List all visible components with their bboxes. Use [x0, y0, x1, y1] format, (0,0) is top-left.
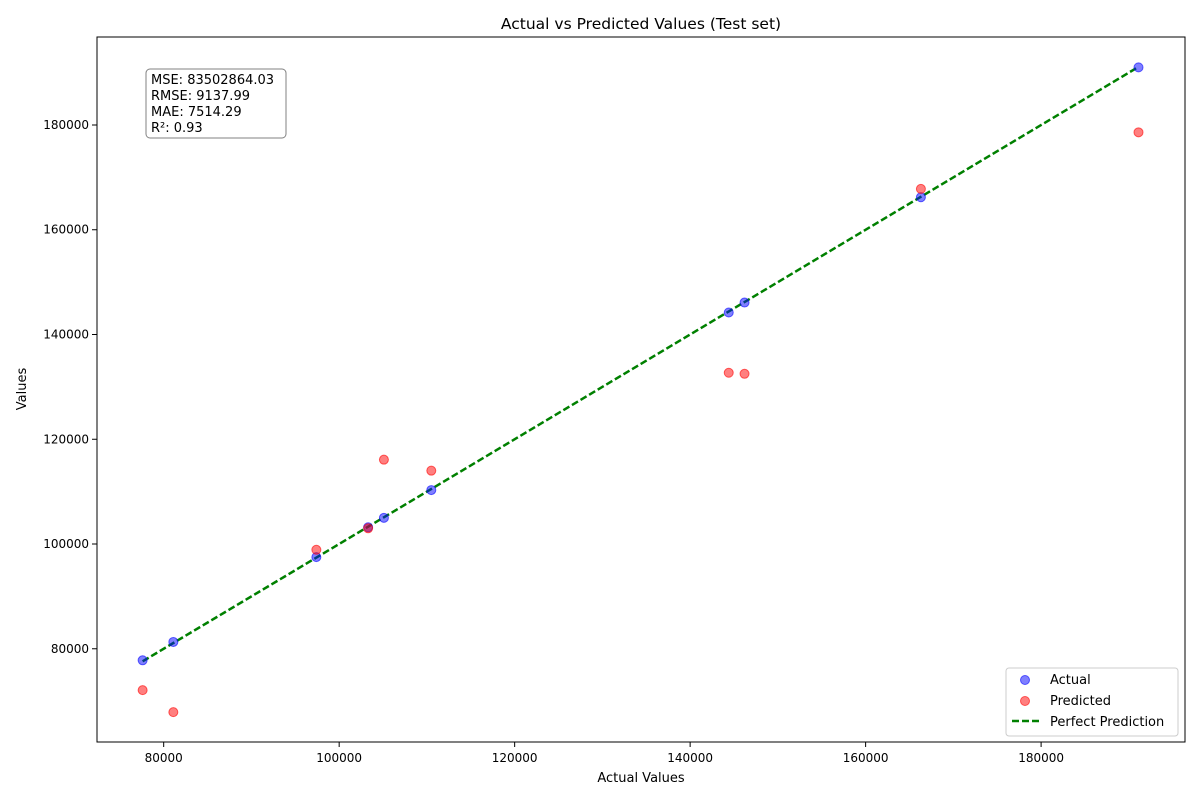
predicted-point — [168, 707, 179, 718]
legend-label-actual: Actual — [1050, 673, 1091, 688]
predicted-point — [915, 183, 926, 194]
legend-label-predicted: Predicted — [1050, 694, 1111, 709]
x-axis-label: Actual Values — [597, 771, 685, 786]
x-tick-label: 120000 — [492, 751, 538, 765]
y-tick-label: 180000 — [43, 118, 89, 132]
legend-marker-actual — [1020, 675, 1030, 685]
actual-point — [137, 655, 148, 666]
actual-point — [168, 636, 179, 647]
metric-r2: R²: 0.93 — [151, 121, 203, 136]
y-tick-label: 80000 — [51, 642, 89, 656]
predicted-point — [137, 685, 148, 696]
x-tick-label: 160000 — [843, 751, 889, 765]
predicted-point — [1133, 127, 1144, 138]
y-axis-label: Values — [15, 368, 30, 411]
y-tick-label: 100000 — [43, 537, 89, 551]
perfect-prediction-line — [141, 65, 1140, 663]
y-tick-label: 160000 — [43, 223, 89, 237]
legend-box — [1005, 667, 1179, 737]
predicted-point — [378, 454, 389, 465]
y-tick-label: 140000 — [43, 328, 89, 342]
predicted-point — [739, 368, 750, 379]
actual-point — [1133, 62, 1144, 73]
predicted-point — [311, 544, 322, 555]
plot-area — [96, 36, 1186, 743]
x-tick-label: 140000 — [667, 751, 713, 765]
actual-point — [739, 297, 750, 308]
predicted-point — [426, 465, 437, 476]
chart-title: Actual vs Predicted Values (Test set) — [501, 15, 781, 33]
legend-label-perfect-prediction: Perfect Prediction — [1050, 715, 1164, 730]
predicted-point — [363, 523, 374, 534]
legend-marker-predicted — [1020, 696, 1030, 706]
x-tick-label: 100000 — [316, 751, 362, 765]
actual-point — [915, 192, 926, 203]
actual-point — [723, 307, 734, 318]
x-tick-label: 80000 — [145, 751, 183, 765]
series-layer — [137, 62, 1144, 718]
y-tick-label: 120000 — [43, 432, 89, 446]
metric-rmse: RMSE: 9137.99 — [151, 89, 250, 104]
metrics-box — [145, 68, 287, 139]
predicted-point — [723, 367, 734, 378]
metric-mae: MAE: 7514.29 — [151, 105, 242, 120]
x-tick-label: 180000 — [1018, 751, 1064, 765]
y-axis-ticks: 80000 100000 120000 140000 160000 180000 — [43, 118, 97, 656]
actual-point — [378, 512, 389, 523]
actual-point — [426, 485, 437, 496]
metric-mse: MSE: 83502864.03 — [151, 73, 274, 88]
metrics-annotation: MSE: 83502864.03 RMSE: 9137.99 MAE: 7514… — [145, 68, 287, 139]
legend: Actual Predicted Perfect Prediction — [1005, 667, 1179, 737]
x-axis-ticks: 80000 100000 120000 140000 160000 180000 — [145, 742, 1064, 765]
